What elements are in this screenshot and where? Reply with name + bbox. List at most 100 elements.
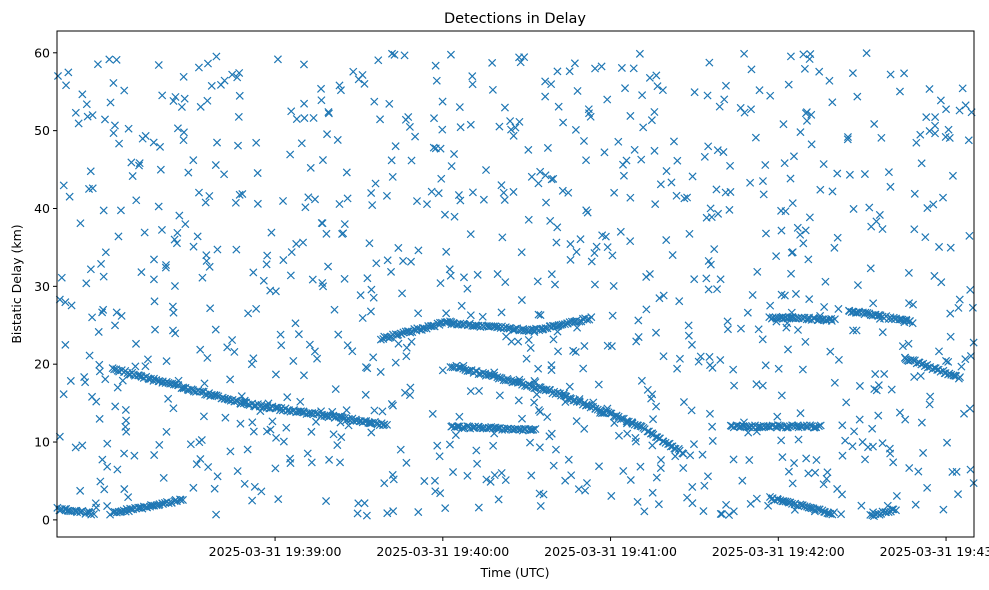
- data-point: [743, 308, 752, 317]
- data-point: [645, 269, 654, 279]
- data-point: [658, 86, 667, 95]
- data-point: [262, 427, 271, 436]
- data-point: [378, 407, 387, 416]
- data-point: [524, 335, 533, 344]
- data-point: [526, 343, 535, 352]
- data-point: [685, 229, 694, 238]
- data-point: [486, 477, 495, 486]
- x-axis: 2025-03-31 19:39:00 2025-03-31 19:40:00 20…: [209, 537, 989, 559]
- data-point: [931, 121, 940, 130]
- data-point: [516, 58, 525, 67]
- data-point: [679, 464, 688, 473]
- data-point: [358, 70, 367, 79]
- data-point: [561, 476, 570, 485]
- data-point: [305, 340, 314, 349]
- data-point: [457, 301, 466, 310]
- data-point: [575, 395, 584, 404]
- data-point: [705, 58, 714, 67]
- data-point: [647, 116, 656, 125]
- data-point: [344, 421, 353, 430]
- data-point: [306, 163, 315, 172]
- data-point: [535, 443, 544, 452]
- data-point: [517, 248, 526, 257]
- data-point: [895, 87, 904, 96]
- data-point: [154, 61, 163, 70]
- data-point: [687, 340, 696, 349]
- data-point: [181, 220, 190, 229]
- data-point: [955, 106, 964, 115]
- data-point: [546, 216, 555, 225]
- data-point: [751, 133, 760, 142]
- data-point: [887, 385, 896, 394]
- data-point: [521, 424, 530, 433]
- data-point: [810, 507, 819, 516]
- data-point: [362, 511, 371, 520]
- data-point: [387, 156, 396, 165]
- data-point: [531, 424, 540, 434]
- data-point: [638, 91, 647, 100]
- data-point: [571, 347, 580, 357]
- data-point: [834, 304, 843, 313]
- data-point: [141, 362, 150, 371]
- data-point: [262, 260, 271, 269]
- data-point: [719, 148, 728, 157]
- data-point: [175, 211, 184, 220]
- data-point: [317, 407, 326, 416]
- data-point: [721, 81, 730, 90]
- data-point: [616, 227, 625, 236]
- y-tick-label: 20: [34, 357, 50, 372]
- data-point: [307, 458, 316, 467]
- data-point: [203, 59, 212, 68]
- data-point: [235, 91, 244, 100]
- data-point: [650, 146, 659, 155]
- data-point: [793, 325, 803, 334]
- data-point: [554, 347, 563, 356]
- data-point: [81, 378, 90, 387]
- data-point: [342, 406, 351, 415]
- data-point: [406, 383, 415, 392]
- data-point: [965, 231, 974, 240]
- data-point: [522, 354, 531, 363]
- data-point: [796, 230, 805, 239]
- data-point: [367, 285, 376, 294]
- data-point: [478, 312, 487, 321]
- data-point: [706, 260, 715, 269]
- data-point: [569, 346, 578, 355]
- data-point: [547, 80, 556, 89]
- data-point: [534, 310, 543, 319]
- data-point: [474, 386, 484, 395]
- data-point: [402, 343, 411, 352]
- data-point: [402, 458, 411, 467]
- data-point: [748, 290, 757, 299]
- data-point: [394, 243, 403, 252]
- data-point: [815, 505, 824, 514]
- data-point: [566, 255, 575, 264]
- data-point: [788, 199, 797, 208]
- data-point: [468, 188, 477, 197]
- data-point: [777, 206, 786, 215]
- data-point: [732, 421, 741, 430]
- data-point: [232, 245, 241, 254]
- data-point: [220, 76, 229, 85]
- data-point: [630, 145, 639, 154]
- data-point: [447, 162, 456, 171]
- data-point: [365, 239, 374, 248]
- data-point: [495, 391, 504, 400]
- data-point: [171, 380, 180, 389]
- data-point: [705, 409, 714, 418]
- data-point: [589, 398, 598, 407]
- data-point: [514, 396, 523, 405]
- data-point: [127, 158, 136, 167]
- data-point: [862, 49, 871, 58]
- data-point: [752, 380, 761, 389]
- data-point: [713, 285, 722, 294]
- data-point: [513, 424, 522, 433]
- data-point: [324, 108, 333, 117]
- data-point: [200, 379, 209, 388]
- data-point: [848, 69, 857, 78]
- data-point: [137, 268, 146, 277]
- data-point: [234, 112, 243, 121]
- data-point: [746, 178, 755, 187]
- data-point: [465, 366, 474, 376]
- data-point: [603, 341, 612, 350]
